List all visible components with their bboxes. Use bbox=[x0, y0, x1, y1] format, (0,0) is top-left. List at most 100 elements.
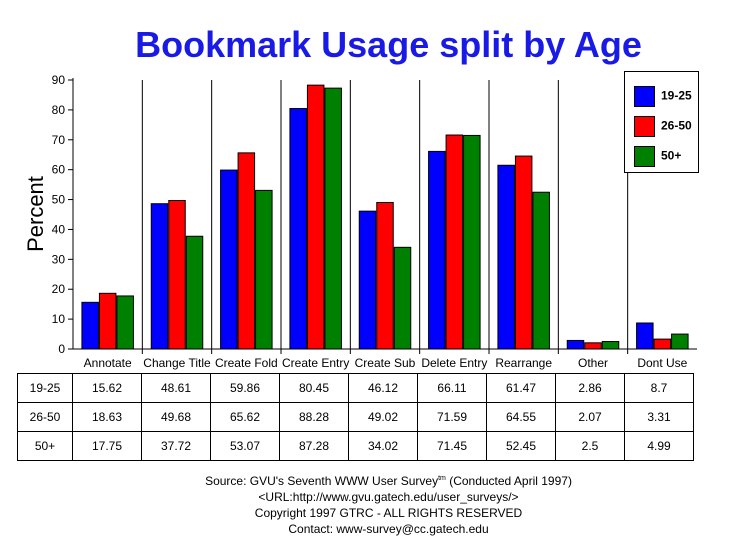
table-cell: 80.45 bbox=[279, 373, 349, 403]
y-tick-label: 50 bbox=[52, 193, 66, 207]
y-tick-label: 20 bbox=[52, 282, 66, 296]
data-table: 19-25 15.62 48.61 59.86 80.45 46.12 66.11 61.47… bbox=[17, 373, 694, 461]
bar-19-25 bbox=[289, 108, 307, 350]
bar-26-50 bbox=[168, 200, 186, 350]
table-cell: 88.28 bbox=[279, 402, 349, 432]
legend-item-26-50: 26-50 bbox=[634, 116, 692, 137]
table-cell: 18.63 bbox=[72, 402, 142, 432]
copyright-line: Copyright 1997 GTRC - ALL RIGHTS RESERVE… bbox=[254, 506, 523, 520]
source-text: Source: GVU's Seventh WWW User Survey bbox=[205, 474, 439, 488]
x-tick-label: Create Fold bbox=[215, 356, 278, 370]
table-cell: 17.75 bbox=[72, 431, 142, 461]
table-row: 19-25 15.62 48.61 59.86 80.45 46.12 66.11 61.47… bbox=[17, 373, 694, 403]
chart-title: Bookmark Usage split by Age bbox=[135, 24, 642, 65]
x-tick-label: Create Sub bbox=[355, 356, 416, 370]
legend-label-50plus: 50+ bbox=[661, 148, 682, 163]
bar-19-25 bbox=[428, 150, 446, 350]
bar-26-50 bbox=[376, 201, 394, 350]
table-cell: 3.31 bbox=[624, 402, 694, 432]
bar-26-50 bbox=[306, 84, 325, 350]
bar-26-50 bbox=[98, 292, 117, 350]
table-cell: 46.12 bbox=[348, 373, 418, 403]
table-cell: 65.62 bbox=[210, 402, 280, 432]
legend-swatch-26-50 bbox=[634, 116, 655, 137]
table-cell: 2.5 bbox=[555, 431, 625, 461]
table-cell: 71.59 bbox=[417, 402, 487, 432]
table-cell: 59.86 bbox=[210, 373, 280, 403]
table-cell: 61.47 bbox=[486, 373, 556, 403]
table-cell: 48.61 bbox=[141, 373, 211, 403]
bar-50plus bbox=[671, 333, 689, 350]
x-tick-label: Dont Use bbox=[637, 356, 687, 370]
bar-19-25 bbox=[358, 210, 377, 350]
x-tick-label: Other bbox=[578, 356, 608, 370]
table-cell: 53.07 bbox=[210, 431, 280, 461]
table-cell: 52.45 bbox=[486, 431, 556, 461]
bar-50plus bbox=[116, 295, 134, 350]
table-cell: 49.68 bbox=[141, 402, 211, 432]
trademark-sup: tm bbox=[438, 475, 446, 482]
x-tick-label: Delete Entry bbox=[421, 356, 487, 370]
bar-26-50 bbox=[653, 338, 672, 350]
bar-19-25 bbox=[150, 203, 169, 350]
table-cell: 71.45 bbox=[417, 431, 487, 461]
bar-19-25 bbox=[636, 322, 654, 350]
bar-50plus bbox=[324, 87, 342, 350]
bar-50plus bbox=[255, 189, 273, 350]
bar-19-25 bbox=[81, 301, 99, 350]
x-tick-label: Create Entry bbox=[282, 356, 349, 370]
x-tick-label: Annotate bbox=[84, 356, 132, 370]
y-tick-label: 10 bbox=[52, 312, 66, 326]
bar-26-50 bbox=[237, 152, 256, 350]
bar-50plus bbox=[185, 235, 204, 350]
table-row: 26-50 18.63 49.68 65.62 88.28 49.02 71.59 64.55… bbox=[17, 402, 694, 432]
table-cell: 8.7 bbox=[624, 373, 694, 403]
y-tick-label: 60 bbox=[52, 163, 66, 177]
table-cell: 34.02 bbox=[348, 431, 418, 461]
bar-50plus bbox=[463, 134, 481, 350]
source-url: <URL:http://www.gvu.gatech.edu/user_surv… bbox=[258, 490, 519, 504]
table-row-label: 19-25 bbox=[17, 373, 73, 403]
y-tick-label: 30 bbox=[52, 252, 66, 266]
table-row-label: 50+ bbox=[17, 431, 73, 461]
source-footer: Source: GVU's Seventh WWW User Surveytm … bbox=[0, 471, 729, 537]
table-cell: 66.11 bbox=[417, 373, 487, 403]
source-date: (Conducted April 1997) bbox=[445, 474, 572, 488]
table-cell: 64.55 bbox=[486, 402, 556, 432]
bar-26-50 bbox=[514, 155, 533, 350]
bar-50plus bbox=[532, 191, 550, 350]
table-cell: 2.86 bbox=[555, 373, 625, 403]
table-cell: 4.99 bbox=[624, 431, 694, 461]
legend-swatch-19-25 bbox=[634, 86, 655, 107]
legend-label-26-50: 26-50 bbox=[661, 118, 692, 133]
table-cell: 87.28 bbox=[279, 431, 349, 461]
y-tick-label: 0 bbox=[58, 342, 65, 356]
table-cell: 37.72 bbox=[141, 431, 211, 461]
table-row-label: 26-50 bbox=[17, 402, 73, 432]
bar-50plus bbox=[393, 246, 412, 350]
legend: 19-25 26-50 50+ bbox=[624, 71, 699, 173]
bar-19-25 bbox=[566, 339, 585, 350]
bar-chart: 0 10 20 30 40 50 60 70 80 90 Annotate Change Title C… bbox=[52, 73, 697, 370]
bar-26-50 bbox=[584, 342, 602, 350]
legend-label-19-25: 19-25 bbox=[661, 88, 692, 103]
bar-19-25 bbox=[220, 169, 238, 350]
legend-item-50plus: 50+ bbox=[634, 146, 681, 167]
source-line: Source: GVU's Seventh WWW User Surveytm … bbox=[48, 471, 729, 489]
contact-line: Contact: www-survey@cc.gatech.edu bbox=[288, 522, 489, 536]
y-tick-label: 70 bbox=[52, 133, 66, 147]
bar-26-50 bbox=[445, 134, 464, 350]
bar-19-25 bbox=[497, 164, 515, 350]
legend-swatch-50plus bbox=[634, 146, 655, 167]
x-tick-label: Rearrange bbox=[495, 356, 552, 370]
legend-item-19-25: 19-25 bbox=[634, 86, 692, 107]
y-tick-label: 80 bbox=[52, 103, 66, 117]
y-tick-label: 90 bbox=[52, 73, 66, 87]
x-tick-label: Change Title bbox=[143, 356, 211, 370]
y-tick-label: 40 bbox=[52, 222, 66, 236]
bar-50plus bbox=[601, 341, 620, 350]
table-cell: 15.62 bbox=[72, 373, 142, 403]
table-cell: 2.07 bbox=[555, 402, 625, 432]
table-row: 50+ 17.75 37.72 53.07 87.28 34.02 71.45 52.45 2.… bbox=[17, 431, 694, 461]
table-cell: 49.02 bbox=[348, 402, 418, 432]
